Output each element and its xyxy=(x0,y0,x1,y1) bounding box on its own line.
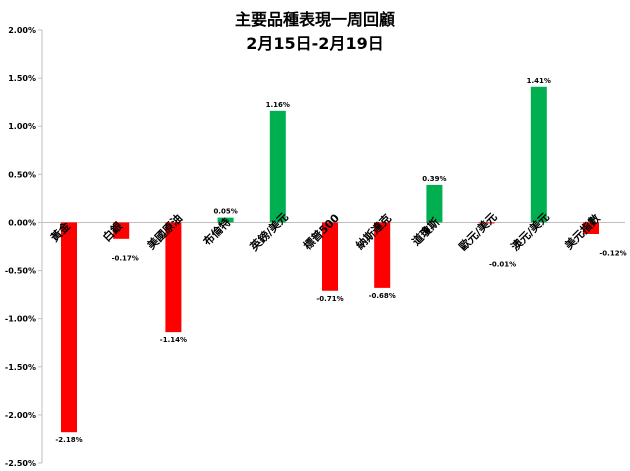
bar xyxy=(530,86,547,223)
data-label: -0.71% xyxy=(316,295,343,303)
bar xyxy=(165,222,182,333)
data-label: 0.05% xyxy=(213,208,237,216)
category-label: 歐元/美元 xyxy=(456,210,500,254)
bar xyxy=(322,222,338,291)
y-tick-label: -2.50% xyxy=(5,459,36,468)
bar xyxy=(583,222,599,234)
data-label: -0.12% xyxy=(599,249,626,257)
category-label: 道瓊斯 xyxy=(409,215,442,248)
bar xyxy=(61,222,77,433)
data-label: -2.18% xyxy=(55,436,82,444)
data-label: -0.68% xyxy=(369,292,396,300)
y-tick-label: 0.00% xyxy=(8,218,36,227)
data-label: -0.01% xyxy=(489,260,516,268)
data-label: -0.17% xyxy=(112,254,139,262)
y-tick-label: -0.50% xyxy=(5,267,36,276)
chart-subtitle: 2月15日-2月19日 xyxy=(246,34,384,53)
data-label: 0.39% xyxy=(422,175,446,183)
data-label: -1.14% xyxy=(160,336,187,344)
category-label: 澳元/美元 xyxy=(508,210,552,254)
bar xyxy=(113,222,130,239)
data-label: 1.41% xyxy=(527,77,551,85)
y-tick-label: 1.00% xyxy=(8,122,36,131)
y-tick-label: -1.00% xyxy=(5,315,36,324)
data-label: 1.16% xyxy=(266,101,290,109)
y-tick-label: -1.50% xyxy=(5,363,36,372)
bar xyxy=(478,222,495,224)
y-tick-label: -2.00% xyxy=(5,411,36,420)
category-label: 布倫特 xyxy=(200,215,233,248)
bar xyxy=(217,217,234,223)
y-tick-label: 0.50% xyxy=(8,170,36,179)
bar xyxy=(374,222,391,288)
bar xyxy=(269,110,286,223)
y-tick-label: 2.00% xyxy=(8,26,36,35)
chart-title: 主要品種表現一周回顧 xyxy=(234,10,395,29)
category-label: 英鎊/美元 xyxy=(246,210,291,255)
bar xyxy=(426,184,443,223)
y-tick-label: 1.50% xyxy=(8,74,36,83)
